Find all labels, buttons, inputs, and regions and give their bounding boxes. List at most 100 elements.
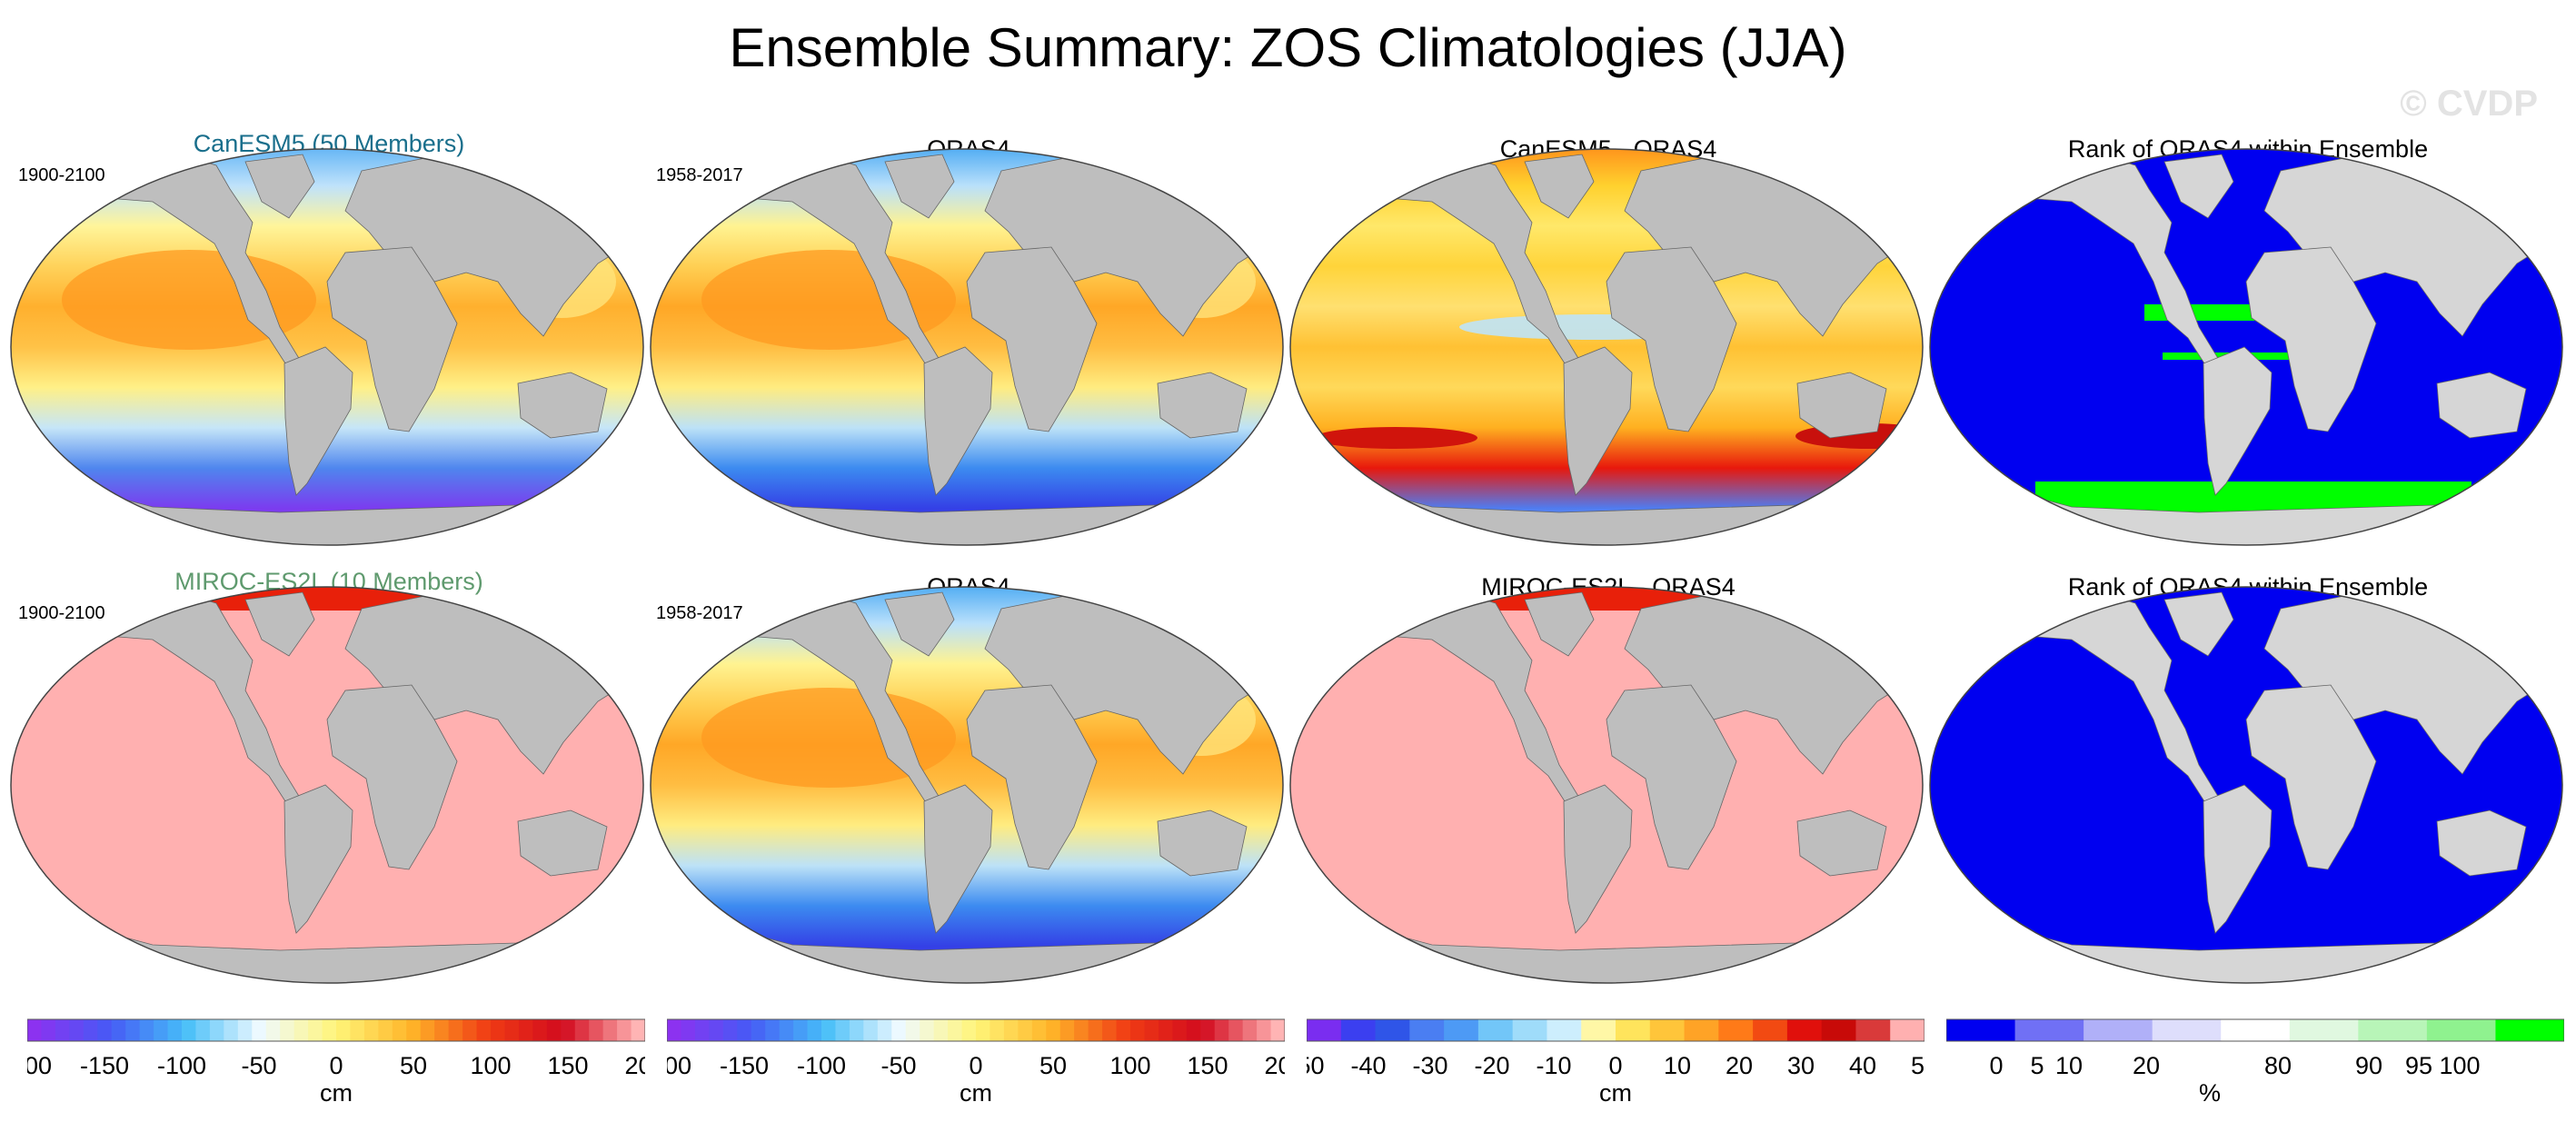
colorbar-segment <box>793 1019 809 1041</box>
colorbar-segment <box>336 1019 352 1041</box>
land-australia <box>1157 372 1248 439</box>
colorbar-segment <box>308 1019 323 1041</box>
colorbar-segment <box>1088 1019 1103 1041</box>
colorbar-segment <box>1512 1019 1548 1041</box>
colorbar-tick-label: 50 <box>1911 1052 1925 1079</box>
colorbar-tick-label: 5 <box>2030 1052 2044 1079</box>
colorbar-unit-label: cm <box>320 1079 353 1107</box>
colorbar-segment <box>2084 1019 2153 1041</box>
colorbar-segment <box>694 1019 710 1041</box>
colorbar-tick-label: -50 <box>880 1052 916 1079</box>
period-label-oras4-row1: 1958-2017 <box>656 165 743 185</box>
land-south-america <box>283 784 353 934</box>
land-africa <box>966 684 1098 870</box>
ocean-background <box>11 149 643 545</box>
colorbar-segment <box>224 1019 239 1041</box>
colorbar-segment <box>722 1019 738 1041</box>
colorbar-segment <box>1059 1019 1075 1041</box>
land-greenland <box>244 591 315 657</box>
colorbar-segment <box>406 1019 422 1041</box>
land-greenland <box>244 154 315 219</box>
colorbar-frame <box>27 1018 645 1042</box>
colorbar-segment <box>1186 1019 1201 1041</box>
ocean-field <box>1290 587 1923 983</box>
colorbar-segment <box>602 1019 618 1041</box>
colorbar-tick-label: -200 <box>667 1052 691 1079</box>
colorbar-segment <box>378 1019 393 1041</box>
colorbar-segment <box>209 1019 224 1041</box>
colorbar-segment <box>167 1019 183 1041</box>
land-australia <box>1796 809 1887 877</box>
ocean-field <box>11 149 643 545</box>
colorbar-segment <box>821 1019 837 1041</box>
colorbar-segment <box>363 1019 379 1041</box>
colorbar-segment <box>990 1019 1005 1041</box>
colorbar-segment <box>1855 1019 1891 1041</box>
land-africa <box>966 246 1098 432</box>
colorbar-segment <box>1409 1019 1445 1041</box>
colorbar-segment <box>293 1019 309 1041</box>
colorbar-segment <box>83 1019 98 1041</box>
colorbar-segment <box>2221 1019 2291 1041</box>
colorbar-segment <box>55 1019 70 1041</box>
map-border <box>1289 148 1924 546</box>
colorbar-segment <box>1786 1019 1823 1041</box>
land-greenland <box>1524 591 1595 657</box>
land-australia <box>1796 372 1887 439</box>
colorbar-segment <box>195 1019 211 1041</box>
colorbar-segment <box>1031 1019 1047 1041</box>
colorbar-segment <box>2152 1019 2222 1041</box>
ocean-field <box>1930 149 2562 545</box>
colorbar-segment <box>154 1019 169 1041</box>
land-australia <box>1157 809 1248 877</box>
ocean-field <box>1290 149 1923 545</box>
colorbar-segment <box>1214 1019 1229 1041</box>
colorbar-tick-label: 100 <box>470 1052 511 1079</box>
colorbar-segment <box>807 1019 822 1041</box>
colorbar-segment <box>961 1019 977 1041</box>
colorbar-segment <box>1018 1019 1033 1041</box>
land-africa <box>1606 684 1737 870</box>
land-australia <box>517 372 608 439</box>
colorbar-segment <box>41 1019 56 1041</box>
colorbar-tick-label: -50 <box>1307 1052 1325 1079</box>
map-canesm5-climatology <box>10 148 644 546</box>
land-australia <box>2436 809 2527 877</box>
map-rank-row2 <box>1929 586 2563 984</box>
colorbar-segment <box>532 1019 548 1041</box>
land-greenland <box>884 591 955 657</box>
colorbar-tick-label: 50 <box>1039 1052 1067 1079</box>
colorbar-segment <box>1200 1019 1216 1041</box>
colorbar-segment <box>681 1019 696 1041</box>
colorbar-segment <box>877 1019 892 1041</box>
ocean-background <box>1290 587 1923 983</box>
colorbar-segment <box>476 1019 492 1041</box>
colorbar-segment <box>1046 1019 1061 1041</box>
map-miroc-climatology <box>10 586 644 984</box>
land-south-america <box>1563 346 1633 496</box>
colorbar-segment <box>1158 1019 1173 1041</box>
colorbar-tick-label: 50 <box>400 1052 427 1079</box>
colorbar-segment <box>1172 1019 1188 1041</box>
colorbar-tick-label: 10 <box>1664 1052 1691 1079</box>
colorbar-segment <box>765 1019 781 1041</box>
land-africa <box>2245 246 2377 432</box>
colorbar-segment <box>1890 1019 1925 1041</box>
colorbar-tick-label: 0 <box>969 1052 982 1079</box>
colorbar-segment <box>835 1019 850 1041</box>
colorbar-segment <box>1547 1019 1582 1041</box>
colorbar-frame <box>1307 1018 1925 1042</box>
land-south-america <box>1563 784 1633 934</box>
colorbar-segment <box>392 1019 407 1041</box>
land-south-america <box>283 346 353 496</box>
colorbar-segment <box>1340 1019 1377 1041</box>
colorbar-segment <box>1581 1019 1616 1041</box>
ocean-background <box>1290 149 1923 545</box>
colorbar-tick-label: 0 <box>329 1052 343 1079</box>
colorbar-segment <box>891 1019 907 1041</box>
colorbar-segment <box>589 1019 604 1041</box>
colorbar-segment <box>1144 1019 1159 1041</box>
colorbar-tick-label: 200 <box>1264 1052 1285 1079</box>
colorbar-difference: -50 -40 -30 -20 -10 0 10 20 30 40 50 cm <box>1307 1018 1925 1107</box>
colorbar-frame <box>1946 1018 2564 1042</box>
